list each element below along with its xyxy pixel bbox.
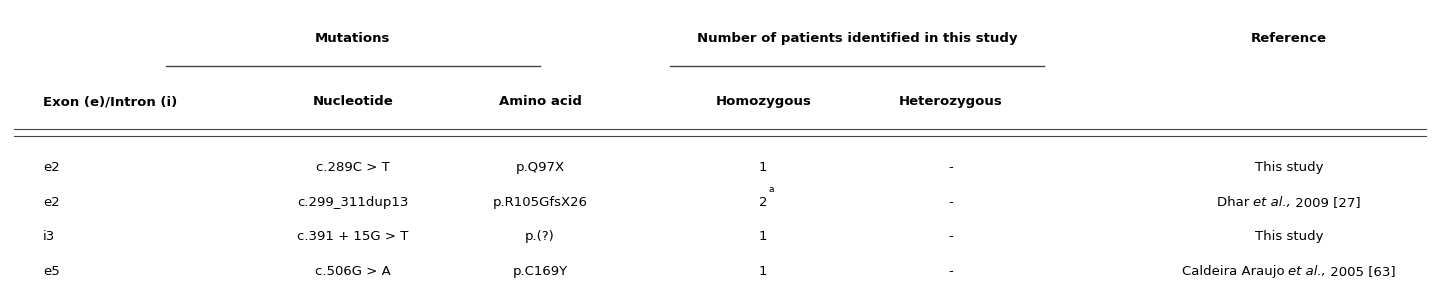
Text: -: -: [948, 265, 953, 278]
Text: p.(?): p.(?): [526, 230, 554, 243]
Text: Amino acid: Amino acid: [498, 95, 582, 108]
Text: Homozygous: Homozygous: [716, 95, 811, 108]
Text: -: -: [948, 230, 953, 243]
Text: i3: i3: [43, 230, 56, 243]
Text: c.506G > A: c.506G > A: [315, 265, 390, 278]
Text: Caldeira Araujo: Caldeira Araujo: [1182, 265, 1289, 278]
Text: Number of patients identified in this study: Number of patients identified in this st…: [697, 32, 1017, 45]
Text: p.R105GfsX26: p.R105GfsX26: [492, 196, 588, 209]
Text: 2: 2: [759, 196, 768, 209]
Text: -: -: [948, 196, 953, 209]
Text: This study: This study: [1254, 230, 1323, 243]
Text: et al.,: et al.,: [1253, 196, 1292, 209]
Text: e5: e5: [43, 265, 60, 278]
Text: Exon (e)/Intron (i): Exon (e)/Intron (i): [43, 95, 177, 108]
Text: e2: e2: [43, 196, 60, 209]
Text: a: a: [769, 185, 775, 194]
Text: 2005 [63]: 2005 [63]: [1326, 265, 1395, 278]
Text: c.289C > T: c.289C > T: [315, 161, 390, 174]
Text: Reference: Reference: [1251, 32, 1326, 45]
Text: Dhar: Dhar: [1217, 196, 1253, 209]
Text: c.299_311dup13: c.299_311dup13: [297, 196, 409, 209]
Text: p.C169Y: p.C169Y: [513, 265, 567, 278]
Text: Heterozygous: Heterozygous: [899, 95, 1002, 108]
Text: p.Q97X: p.Q97X: [516, 161, 564, 174]
Text: c.391 + 15G > T: c.391 + 15G > T: [297, 230, 409, 243]
Text: 1: 1: [759, 161, 768, 174]
Text: et al.,: et al.,: [1289, 265, 1326, 278]
Text: This study: This study: [1254, 161, 1323, 174]
Text: -: -: [948, 161, 953, 174]
Text: 1: 1: [759, 265, 768, 278]
Text: Mutations: Mutations: [315, 32, 390, 45]
Text: 1: 1: [759, 230, 768, 243]
Text: Nucleotide: Nucleotide: [312, 95, 393, 108]
Text: 2009 [27]: 2009 [27]: [1292, 196, 1361, 209]
Text: e2: e2: [43, 161, 60, 174]
